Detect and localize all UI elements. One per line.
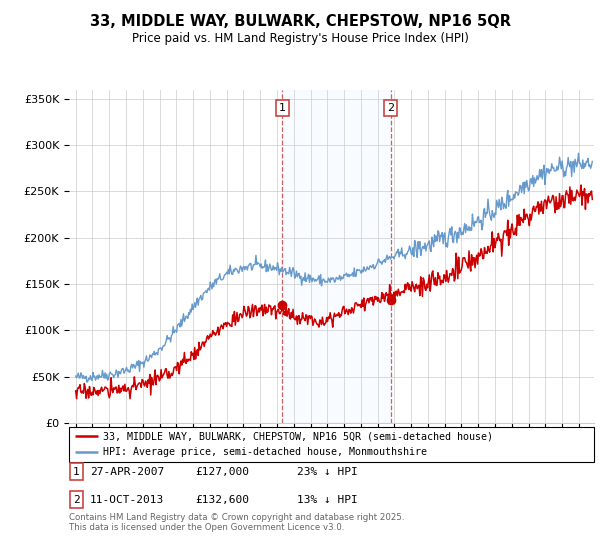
Text: 33, MIDDLE WAY, BULWARK, CHEPSTOW, NP16 5QR: 33, MIDDLE WAY, BULWARK, CHEPSTOW, NP16 … — [89, 14, 511, 29]
Text: 1: 1 — [279, 103, 286, 113]
Bar — [283, 90, 391, 423]
Text: 33, MIDDLE WAY, BULWARK, CHEPSTOW, NP16 5QR (semi-detached house): 33, MIDDLE WAY, BULWARK, CHEPSTOW, NP16 … — [103, 431, 493, 441]
Text: 1: 1 — [73, 466, 80, 477]
Text: £127,000: £127,000 — [195, 466, 249, 477]
Text: 2: 2 — [387, 103, 394, 113]
Text: Contains HM Land Registry data © Crown copyright and database right 2025.: Contains HM Land Registry data © Crown c… — [69, 513, 404, 522]
Text: £132,600: £132,600 — [195, 494, 249, 505]
Text: 11-OCT-2013: 11-OCT-2013 — [90, 494, 164, 505]
Text: 2: 2 — [73, 494, 80, 505]
Text: Price paid vs. HM Land Registry's House Price Index (HPI): Price paid vs. HM Land Registry's House … — [131, 32, 469, 45]
Text: 27-APR-2007: 27-APR-2007 — [90, 466, 164, 477]
Text: This data is licensed under the Open Government Licence v3.0.: This data is licensed under the Open Gov… — [69, 523, 344, 532]
Text: HPI: Average price, semi-detached house, Monmouthshire: HPI: Average price, semi-detached house,… — [103, 447, 427, 458]
Text: 13% ↓ HPI: 13% ↓ HPI — [297, 494, 358, 505]
Text: 23% ↓ HPI: 23% ↓ HPI — [297, 466, 358, 477]
